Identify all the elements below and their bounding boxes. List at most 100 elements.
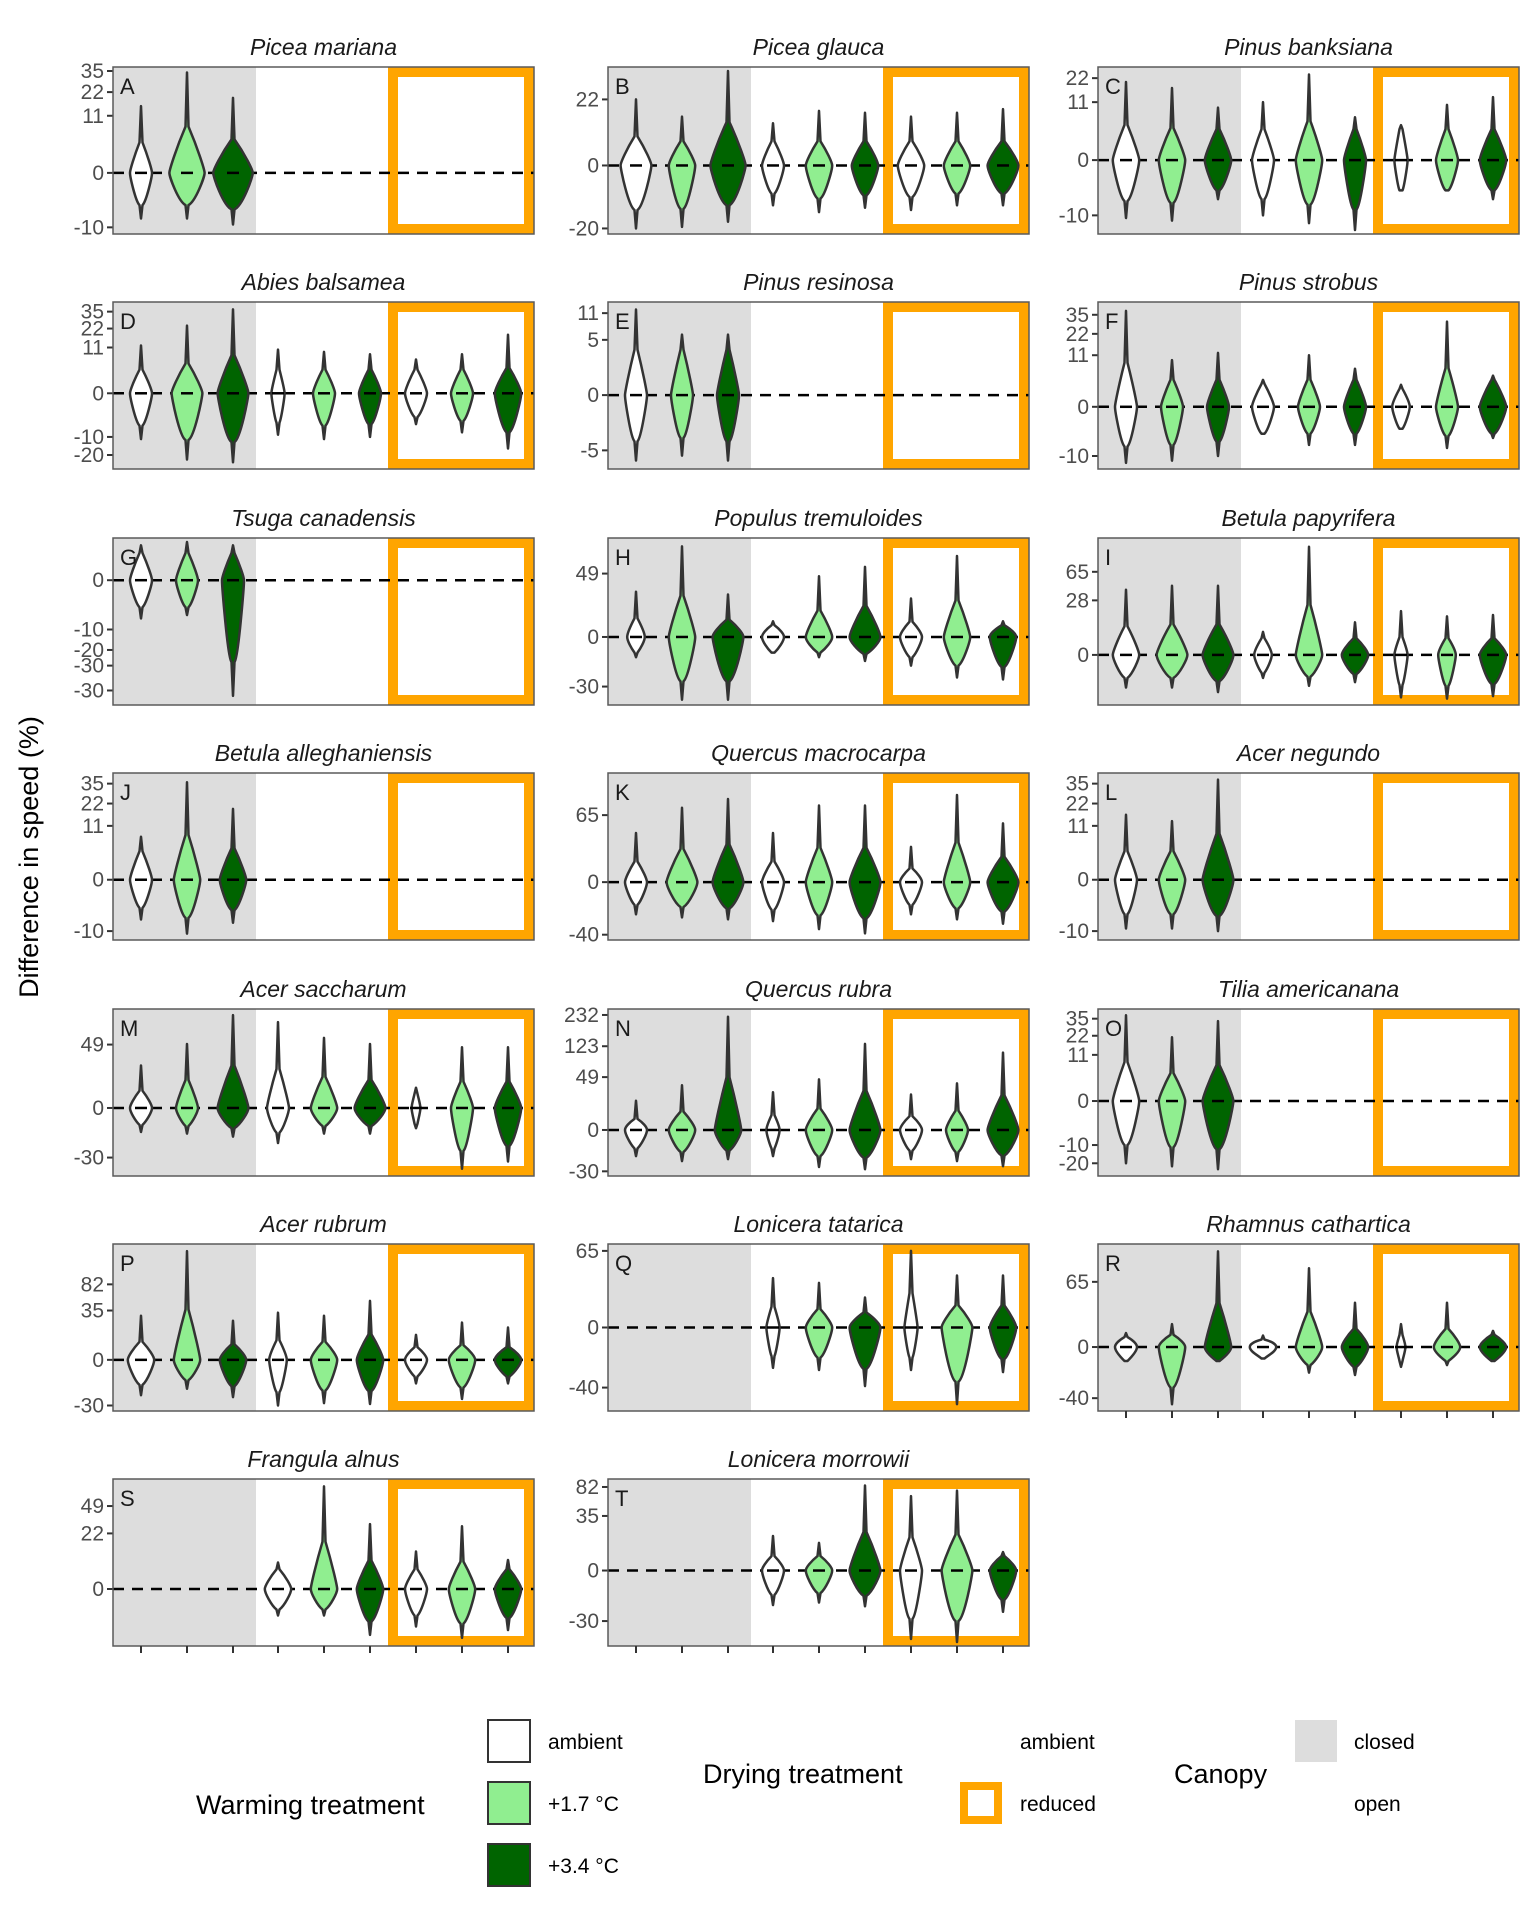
violin-closed-ambient-3-4-c — [1201, 584, 1235, 694]
y-tick-label: 0 — [92, 1578, 104, 1601]
y-tick-label: 11 — [82, 337, 104, 360]
y-tick-label: 22 — [81, 793, 104, 816]
violin-open-reduced-3-4-c — [1478, 613, 1508, 698]
violin-shape — [711, 797, 745, 921]
violin-shape — [1203, 106, 1233, 201]
violin-shape — [623, 308, 649, 462]
y-tick-label: -30 — [74, 1147, 104, 1170]
y-tick-label: 123 — [564, 1035, 599, 1058]
violin-shape — [1478, 95, 1508, 201]
y-tick-label: -40 — [569, 924, 599, 947]
violin-open-reduced-3-4-c — [493, 1326, 523, 1385]
y-tick-label: 35 — [81, 60, 104, 83]
y-tick-label: 22 — [81, 318, 104, 341]
violin-shape — [1113, 309, 1139, 465]
violin-open-reduced-1-7-c — [1434, 103, 1460, 192]
violin-shape — [172, 781, 202, 935]
legend-key-warm17 — [487, 1781, 531, 1825]
y-tick-label: 0 — [1077, 1090, 1089, 1113]
violin-shape — [804, 1078, 834, 1169]
reduced-drying-box — [388, 67, 534, 234]
violin-open-reduced-3-4-c — [493, 1558, 523, 1632]
violin-open-ambient-ambient — [760, 1534, 786, 1607]
violin-shape — [1434, 103, 1460, 192]
violin-closed-ambient-ambient — [1111, 1013, 1141, 1165]
violin-closed-ambient-ambient — [128, 835, 154, 921]
violin-closed-ambient-1-7-c — [174, 540, 200, 617]
violin-closed-ambient-3-4-c — [713, 1015, 743, 1161]
violin-closed-ambient-1-7-c — [172, 781, 202, 935]
violin-shape — [174, 1042, 200, 1135]
panel-letter: M — [120, 1016, 138, 1041]
y-tick-label: 11 — [1067, 91, 1089, 114]
violin-shape — [218, 807, 248, 924]
panel-frame — [607, 772, 1030, 941]
violin-shape — [1205, 351, 1231, 458]
legend-drying-title: Drying treatment — [703, 1759, 903, 1789]
violin-closed-ambient-ambient — [625, 590, 647, 659]
legend-canopy-title: Canopy — [1174, 1759, 1268, 1789]
violin-shape — [493, 1045, 523, 1163]
panel-frame — [112, 537, 535, 706]
y-tick-label: 35 — [1066, 304, 1089, 327]
violin-open-ambient-3-4-c — [850, 111, 880, 209]
violin-open-reduced-1-7-c — [1434, 320, 1460, 450]
legend-label-warm34: +3.4 °C — [548, 1855, 619, 1878]
violin-closed-ambient-ambient — [623, 1099, 649, 1158]
violin-open-reduced-1-7-c — [1432, 1301, 1462, 1367]
reduced-drying-box — [1373, 538, 1519, 705]
y-tick-label: 82 — [81, 1273, 104, 1296]
panel-M: Acer saccharum 49 0 -30 M — [74, 976, 535, 1177]
legend-label-open: open — [1354, 1793, 1401, 1816]
reduced-drying-box — [1373, 302, 1519, 469]
reduced-drying-box — [388, 773, 534, 940]
y-tick-label: -30 — [569, 676, 599, 699]
reduced-drying-box — [1373, 1009, 1519, 1176]
panel-letter: F — [1105, 309, 1118, 334]
violin-open-ambient-1-7-c — [1296, 353, 1322, 447]
panel-frame — [1097, 537, 1520, 706]
violin-open-reduced-1-7-c — [940, 1489, 974, 1644]
panel-frame — [607, 1243, 1030, 1412]
violin-shape — [1203, 1250, 1233, 1363]
violin-open-ambient-1-7-c — [804, 1281, 834, 1372]
violin-closed-ambient-3-4-c — [1205, 351, 1231, 458]
violin-shape — [357, 353, 383, 439]
violin-shape — [1250, 100, 1276, 217]
violin-closed-ambient-1-7-c — [667, 115, 697, 229]
y-tick-label: -20 — [74, 639, 104, 662]
violin-open-reduced-ambient — [403, 1550, 429, 1628]
reduced-drying-box — [883, 1009, 1029, 1176]
y-tick-label: -30 — [569, 1160, 599, 1183]
reduced-drying-box — [388, 1244, 534, 1411]
violin-open-reduced-3-4-c — [493, 1045, 523, 1163]
panel-frame — [112, 1243, 535, 1412]
y-tick-label: 82 — [576, 1476, 599, 1499]
violin-shape — [942, 111, 972, 207]
violin-shape — [709, 69, 747, 224]
violin-open-ambient-3-4-c — [1342, 367, 1368, 447]
violin-shape — [940, 1489, 974, 1644]
panel-title: Acer negundo — [1235, 740, 1380, 766]
y-tick-label: 11 — [1067, 815, 1089, 838]
y-tick-label: 0 — [1077, 869, 1089, 892]
panel-title: Acer saccharum — [238, 976, 406, 1002]
y-tick-label: -30 — [569, 1610, 599, 1633]
violin-open-reduced-ambient — [898, 1494, 924, 1641]
violin-open-ambient-1-7-c — [1294, 73, 1324, 225]
y-tick-label: 0 — [587, 871, 599, 894]
violin-closed-ambient-1-7-c — [1157, 1322, 1187, 1406]
y-tick-label: 35 — [81, 773, 104, 796]
violin-closed-ambient-3-4-c — [1201, 778, 1235, 933]
violin-open-ambient-1-7-c — [804, 1541, 834, 1604]
y-tick-label: 11 — [82, 815, 104, 838]
violin-closed-ambient-ambient — [1113, 813, 1139, 930]
panel-frame — [607, 66, 1030, 235]
violin-open-reduced-3-4-c — [988, 1550, 1018, 1614]
violin-open-reduced-1-7-c — [940, 1274, 974, 1406]
violin-open-reduced-ambient — [1393, 609, 1409, 699]
violin-open-ambient-3-4-c — [1340, 1301, 1370, 1377]
y-tick-label: 0 — [587, 1119, 599, 1142]
violin-shape — [220, 544, 246, 698]
